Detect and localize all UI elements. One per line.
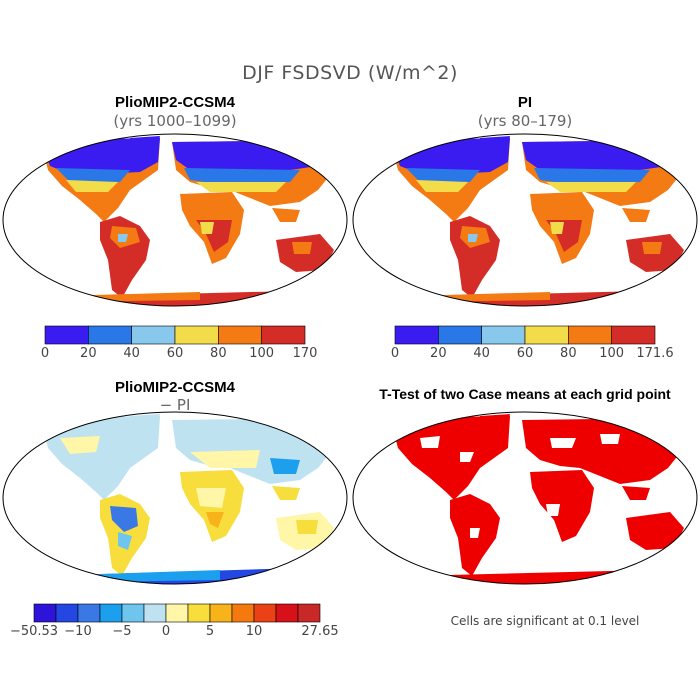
colorbar-swatch — [121, 603, 145, 623]
colorbar-swatch — [44, 325, 89, 345]
greenland — [130, 414, 160, 438]
colorbar-tick-label: −50.53 — [9, 624, 59, 639]
panel-subtitle-diff: − PI — [159, 396, 191, 414]
map-ttest — [352, 411, 698, 585]
colorbar-swatch — [187, 603, 211, 623]
colorbar-swatch — [218, 325, 262, 345]
colorbar-swatch — [261, 325, 306, 345]
colorbar-tick-label: 40 — [123, 346, 140, 361]
greenland — [480, 414, 510, 438]
colorbar-tick-label: 80 — [560, 346, 577, 361]
colorbar-swatch — [88, 325, 132, 345]
north-america — [390, 416, 510, 500]
australia — [626, 512, 684, 550]
greenland — [480, 136, 510, 160]
map-difference — [2, 411, 348, 585]
colorbar-tick-label: 100 — [599, 346, 625, 361]
colorbar-swatch — [33, 603, 57, 623]
colorbar-tick-label: 10 — [245, 624, 263, 639]
colorbar-pi-labels: 0 20 40 60 80 100 171.6 — [391, 346, 674, 362]
colorbar-tick-label: 0 — [390, 346, 400, 361]
colorbar-tick-label: −5 — [112, 624, 132, 639]
africa — [530, 470, 594, 542]
colorbar-tick-label: 60 — [166, 346, 184, 361]
colorbar-tick-label: 170 — [292, 346, 318, 361]
colorbar-swatch — [611, 325, 656, 345]
colorbar-tick-label: 60 — [516, 346, 534, 361]
colorbar-swatch — [524, 325, 569, 345]
panel-title-plio: PlioMIP2-CCSM4 — [114, 94, 235, 111]
colorbar-swatch — [143, 603, 167, 623]
panel-title-ttest: T-Test of two Case means at each grid po… — [379, 386, 671, 402]
figure-title: DJF FSDSVD (W/m^2) — [242, 62, 458, 84]
ttest-footnote: Cells are significant at 0.1 level — [450, 614, 640, 628]
colorbar-swatch — [481, 325, 526, 345]
colorbar-swatch — [77, 603, 101, 623]
colorbar-plio — [44, 325, 306, 345]
colorbar-swatch — [99, 603, 123, 623]
colorbar-swatch — [55, 603, 79, 623]
colorbar-swatch — [174, 325, 219, 345]
panel-subtitle-pi: (yrs 80–179) — [477, 112, 573, 130]
colorbar-tick-label: 80 — [210, 346, 227, 361]
colorbar-swatch — [165, 603, 189, 623]
colorbar-swatch — [209, 603, 233, 623]
panel-subtitle-plio: (yrs 1000–1099) — [113, 112, 237, 130]
colorbar-tick-label: 171.6 — [636, 346, 674, 361]
colorbar-swatch — [253, 603, 277, 623]
map-pi — [352, 133, 698, 307]
colorbar-swatch — [394, 325, 439, 345]
colorbar-tick-label: 20 — [430, 346, 447, 361]
greenland — [130, 136, 160, 160]
colorbar-tick-label: −10 — [64, 624, 92, 639]
colorbar-swatch — [131, 325, 176, 345]
colorbar-tick-label: 27.65 — [301, 624, 339, 639]
colorbar-tick-label: 20 — [80, 346, 97, 361]
north-america — [40, 416, 160, 500]
colorbar-swatch — [438, 325, 482, 345]
colorbar-swatch — [568, 325, 612, 345]
colorbar-tick-label: 0 — [161, 624, 171, 639]
colorbar-plio-labels: 0 20 40 60 80 100 170 — [41, 346, 318, 362]
panel-title-pi: PI — [517, 94, 533, 111]
colorbar-pi — [394, 325, 656, 345]
colorbar-tick-label: 5 — [205, 624, 215, 639]
map-plio — [2, 133, 348, 307]
colorbar-swatch — [231, 603, 255, 623]
colorbar-tick-label: 100 — [249, 346, 275, 361]
colorbar-swatch — [275, 603, 299, 623]
panel-title-diff: PlioMIP2-CCSM4 — [114, 379, 235, 396]
colorbar-tick-label: 0 — [40, 346, 50, 361]
colorbar-difference-labels: −50.53 −10 −5 0 5 10 27.65 — [10, 624, 339, 640]
colorbar-tick-label: 40 — [473, 346, 490, 361]
colorbar-difference — [33, 603, 321, 623]
colorbar-swatch — [297, 603, 321, 623]
